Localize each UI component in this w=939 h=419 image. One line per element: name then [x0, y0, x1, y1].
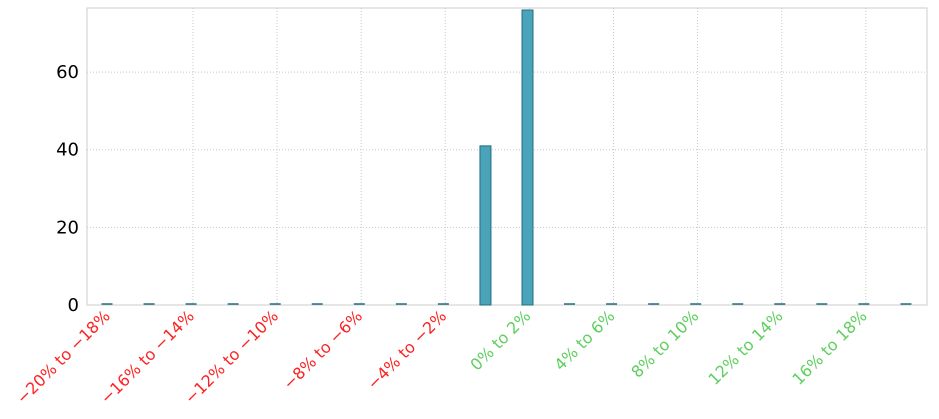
- x-tick-label: 8% to 10%: [627, 306, 702, 381]
- x-axis-ticks: −20% to −18%−16% to −14%−12% to −10%−8% …: [13, 306, 871, 407]
- y-tick-label: 60: [56, 62, 79, 83]
- x-tick-label: 0% to 2%: [466, 306, 534, 374]
- y-tick-label: 0: [68, 295, 79, 316]
- x-tick-label: 12% to 14%: [704, 306, 786, 388]
- x-tick-label: 16% to 18%: [788, 306, 870, 388]
- y-axis-ticks: 0 20 40 60: [56, 62, 79, 316]
- plot-frame: [86, 7, 928, 306]
- x-tick-label: −4% to −2%: [363, 306, 450, 393]
- y-tick-label: 40: [56, 140, 79, 161]
- x-tick-label: −8% to −6%: [279, 306, 366, 393]
- y-tick-label: 20: [56, 217, 79, 238]
- grid-lines: [87, 8, 927, 305]
- bar: [479, 145, 492, 306]
- bar: [521, 9, 534, 306]
- bars: [101, 9, 912, 306]
- x-tick-label: 4% to 6%: [551, 306, 619, 374]
